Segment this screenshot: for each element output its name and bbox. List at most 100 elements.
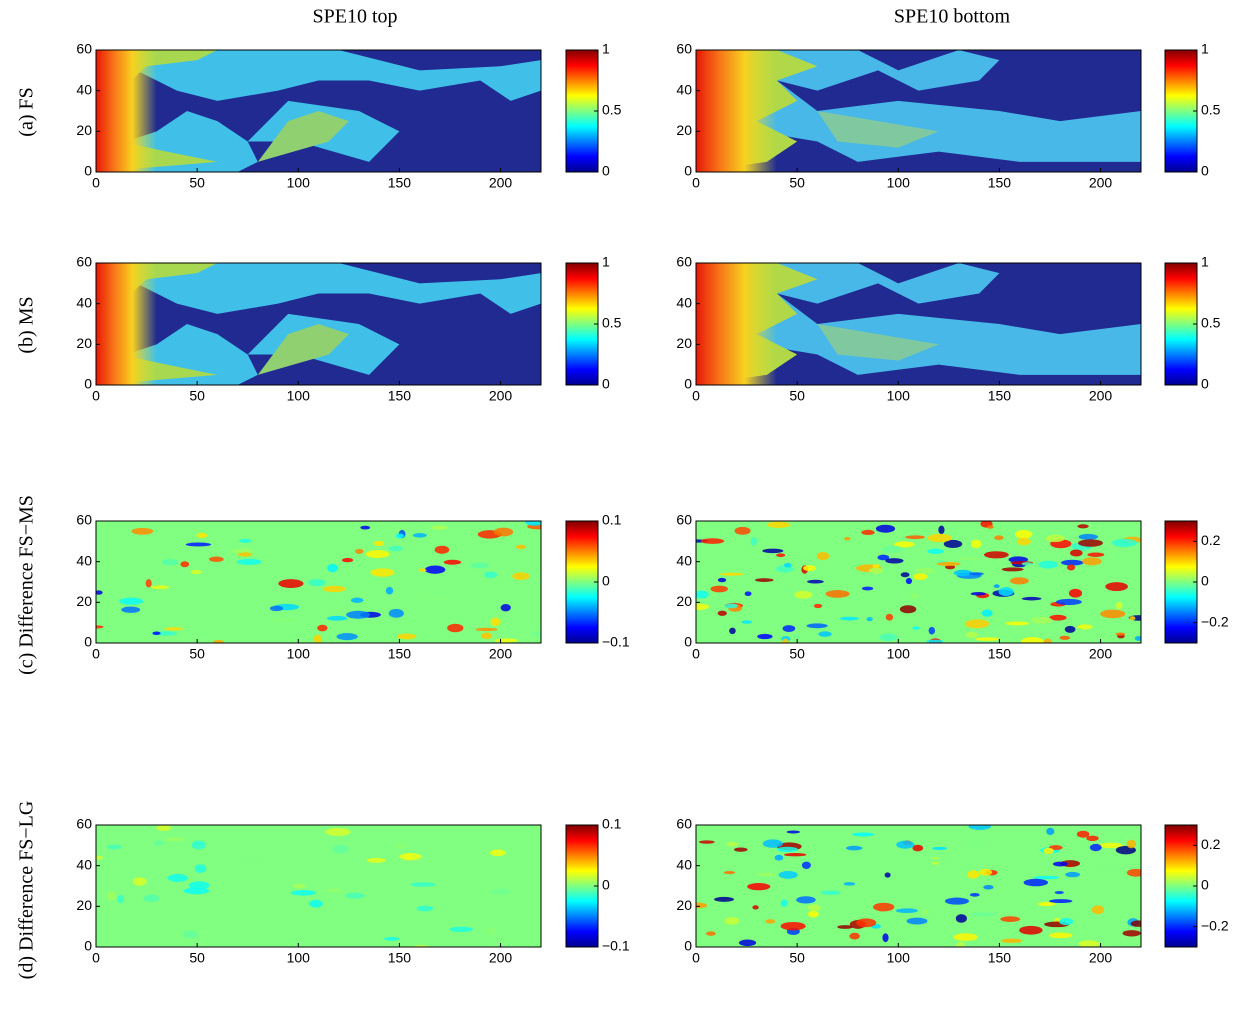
field-streak [818, 631, 832, 637]
y-tick-label: 40 [76, 552, 92, 568]
colorbar [1164, 824, 1198, 948]
colorbar-tick-label: 0.2 [1201, 836, 1221, 852]
field-edge [696, 263, 777, 385]
y-tick-label: 0 [684, 634, 692, 650]
y-tick-label: 60 [676, 816, 692, 832]
field-streak [1065, 871, 1081, 878]
field-streak [802, 565, 816, 572]
field-streak [143, 894, 160, 902]
field-streak [412, 533, 427, 538]
colorbar-tick-label: 0.5 [1201, 102, 1221, 118]
field-streak [820, 890, 841, 895]
y-tick-label: 60 [676, 512, 692, 528]
x-tick-label: 100 [887, 950, 911, 966]
field-streak [733, 847, 748, 852]
x-tick-label: 150 [388, 175, 412, 191]
field-streak [893, 541, 915, 548]
field-region [257, 324, 349, 375]
x-tick-label: 50 [789, 388, 805, 404]
colorbar-tick-label: 0.5 [602, 315, 622, 331]
colorbar-tick-label: 1 [1201, 254, 1209, 270]
field-streak [936, 561, 961, 567]
field-streak [489, 849, 507, 857]
y-tick-label: 0 [684, 163, 692, 179]
field-streak [292, 883, 306, 889]
field-streak [485, 927, 497, 936]
colorbar-tick-label: −0.2 [1201, 917, 1229, 933]
field-region [696, 263, 1141, 385]
field-streak [1126, 839, 1137, 849]
colorbar-tick-label: 1 [602, 41, 610, 57]
colorbar-tick-label: 1 [1201, 41, 1209, 57]
field-streak [308, 578, 326, 587]
field-streak [993, 584, 1000, 589]
field-streak [1052, 861, 1068, 867]
field-streak [290, 890, 317, 896]
field-streak [783, 853, 807, 857]
field-streak [209, 556, 224, 562]
field-streak [1082, 557, 1102, 566]
field-image [696, 263, 1141, 385]
field-streak [484, 571, 498, 579]
field-streak [1043, 847, 1054, 855]
field-streak [196, 532, 208, 539]
field-streak [1099, 842, 1124, 849]
field-streak [905, 535, 925, 540]
field-streak [434, 545, 450, 554]
x-tick-label: 100 [287, 950, 311, 966]
field-streak [719, 572, 745, 576]
field-streak [490, 617, 501, 627]
field-streak [410, 882, 436, 887]
field-streak [341, 557, 354, 563]
field-streak [395, 533, 405, 539]
field-streak [710, 585, 728, 593]
field-streak [1005, 621, 1030, 626]
field-streak [1019, 925, 1043, 935]
field-streak [1038, 560, 1058, 569]
field-streak [762, 548, 784, 554]
field-streak [1061, 559, 1084, 566]
field-streak [750, 537, 758, 546]
field-streak [794, 590, 813, 599]
field-streak [927, 533, 952, 543]
field-streak [729, 627, 736, 635]
field-streak [336, 633, 358, 641]
field-streak [132, 877, 147, 886]
field-streak [852, 832, 875, 837]
field-streak [1129, 616, 1136, 621]
y-tick-label: 40 [676, 552, 692, 568]
field-streak [979, 868, 993, 876]
field-streak [1033, 875, 1060, 880]
field-streak [373, 540, 385, 546]
field-streak [1046, 827, 1055, 836]
field-streak [953, 569, 973, 577]
y-tick-label: 0 [684, 376, 692, 392]
field-streak [346, 610, 371, 619]
field-streak [964, 619, 990, 629]
x-tick-label: 200 [489, 175, 513, 191]
x-tick-label: 50 [189, 646, 205, 662]
field-streak [800, 857, 812, 862]
field-streak [872, 563, 880, 569]
colorbar-tick-label: 0 [1201, 573, 1209, 589]
field-streak [145, 579, 152, 588]
x-tick-label: 100 [287, 388, 311, 404]
field-streak [1100, 609, 1126, 619]
field-streak [970, 912, 997, 917]
x-tick-label: 0 [92, 388, 100, 404]
field-streak [394, 842, 408, 850]
field-streak [926, 639, 944, 643]
field-streak [153, 840, 164, 846]
field-streak [500, 604, 511, 612]
field-streak [1014, 529, 1033, 539]
y-tick-label: 40 [76, 81, 92, 97]
x-tick-label: 150 [988, 175, 1012, 191]
field-streak [994, 535, 1004, 541]
field-streak [366, 857, 387, 863]
field-image [696, 50, 1141, 172]
field-streak [884, 872, 891, 878]
field-streak [706, 931, 716, 936]
field-streak [354, 548, 364, 554]
field-streak [515, 544, 527, 550]
field-streak [926, 858, 949, 863]
